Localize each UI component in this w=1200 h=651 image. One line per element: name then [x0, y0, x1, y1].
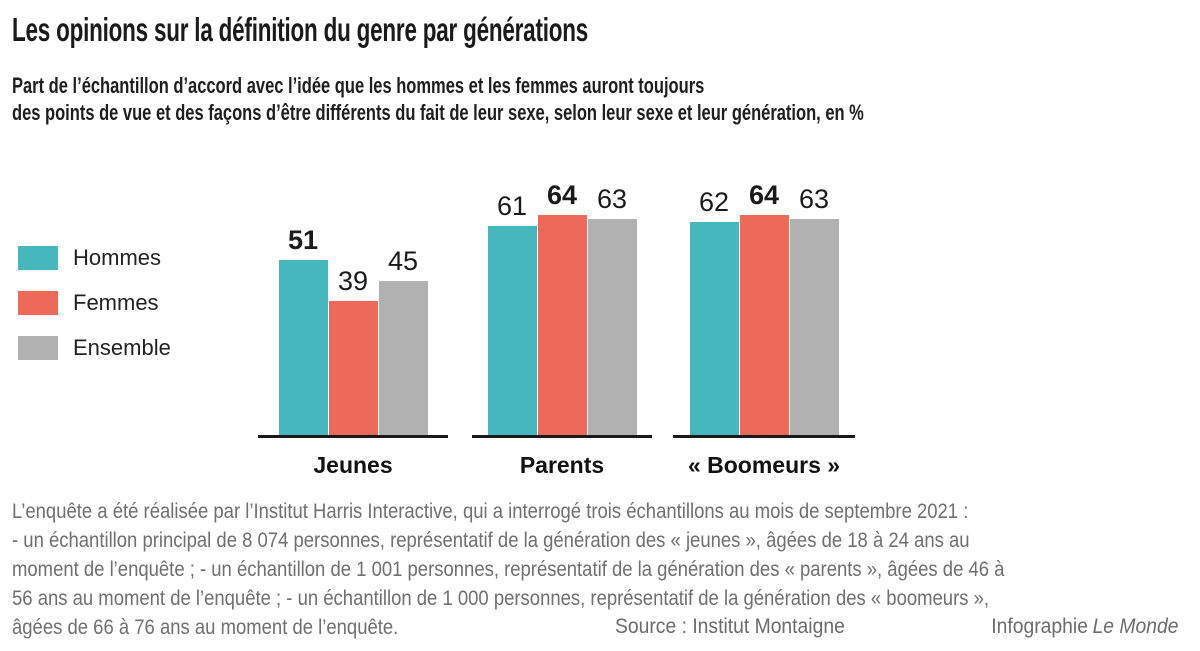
category-label-boomeurs: « Boomeurs » [687, 452, 841, 478]
bar-group-parents: 61 64 63 Parents [472, 180, 652, 479]
legend-item-femmes: Femmes [18, 290, 171, 315]
bar-column-femmes: 64 [537, 182, 587, 435]
chart-subtitle-line-1: Part de l’échantillon d’accord avec l’id… [12, 73, 705, 98]
legend-item-ensemble: Ensemble [18, 335, 171, 360]
bar-value-label: 39 [337, 266, 369, 296]
legend-swatch-femmes [18, 291, 58, 315]
bar-group-boomeurs: 62 64 63 « Boomeurs » [673, 180, 855, 479]
bar-column-femmes: 39 [328, 268, 378, 435]
bar-ensemble [789, 219, 839, 435]
methodology-line-3: moment de l’enquête ; - un échantillon d… [12, 558, 1005, 581]
bar-group-boomeurs-bars: 62 64 63 [673, 180, 855, 435]
bar-femmes [739, 215, 789, 435]
methodology-line-5: âgées de 66 à 76 ans au moment de l’enqu… [12, 616, 399, 639]
legend-item-hommes: Hommes [18, 245, 171, 270]
bar-group-jeunes: 51 39 45 Jeunes [258, 180, 448, 479]
chart-title: Les opinions sur la définition du genre … [12, 11, 589, 48]
bar-column-ensemble: 45 [378, 248, 428, 435]
bar-hommes [689, 222, 739, 435]
legend-swatch-ensemble [18, 336, 58, 360]
axis-line-jeunes [258, 435, 448, 438]
bar-hommes [487, 226, 537, 435]
bar-ensemble [587, 219, 637, 435]
bar-column-femmes: 64 [739, 182, 789, 435]
bar-column-ensemble: 63 [587, 186, 637, 435]
source-attribution: Source : Institut Montaigne [615, 615, 845, 638]
methodology-line-2: - un échantillon principal de 8 074 pers… [12, 529, 970, 552]
bar-column-hommes: 61 [487, 193, 537, 435]
category-label-jeunes: Jeunes [313, 452, 393, 478]
bar-hommes [278, 260, 328, 435]
legend-label-ensemble: Ensemble [73, 335, 171, 360]
bar-value-label: 63 [798, 184, 830, 214]
bar-femmes [537, 215, 587, 435]
bar-ensemble [378, 281, 428, 435]
bar-value-label: 62 [698, 187, 730, 217]
legend-swatch-hommes [18, 246, 58, 270]
axis-line-boomeurs [673, 435, 855, 438]
bar-femmes [328, 301, 378, 435]
credit-attribution: Infographie Le Monde [991, 615, 1178, 639]
methodology-note: L’enquête a été réalisée par l’Institut … [12, 497, 1004, 642]
methodology-line-4: 56 ans au moment de l’enquête ; - un éch… [12, 587, 990, 610]
bar-value-label: 64 [748, 180, 780, 210]
bar-chart: 51 39 45 Jeunes 61 64 63 Parents 62 64 63 « Bo… [258, 180, 855, 479]
bar-value-label: 61 [496, 191, 528, 221]
chart-subtitle-line-2: des points de vue et des façons d’être d… [12, 100, 864, 125]
bar-value-label: 51 [287, 225, 319, 255]
legend-label-femmes: Femmes [73, 290, 159, 315]
bar-group-parents-bars: 61 64 63 [472, 180, 652, 435]
credit-brand: Le Monde [1092, 615, 1178, 638]
bar-column-hommes: 62 [689, 189, 739, 435]
methodology-line-1: L’enquête a été réalisée par l’Institut … [12, 500, 969, 523]
bar-group-jeunes-bars: 51 39 45 [258, 180, 448, 435]
credit-prefix: Infographie [990, 615, 1088, 638]
bar-value-label: 64 [546, 180, 578, 210]
category-label-parents: Parents [519, 452, 605, 478]
bar-column-ensemble: 63 [789, 186, 839, 435]
axis-line-parents [472, 435, 652, 438]
legend-label-hommes: Hommes [73, 245, 162, 270]
bar-value-label: 63 [596, 184, 628, 214]
chart-subtitle: Part de l’échantillon d’accord avec l’id… [12, 72, 864, 126]
bar-value-label: 45 [387, 246, 419, 276]
legend: Hommes Femmes Ensemble [18, 245, 171, 381]
bar-column-hommes: 51 [278, 227, 328, 435]
